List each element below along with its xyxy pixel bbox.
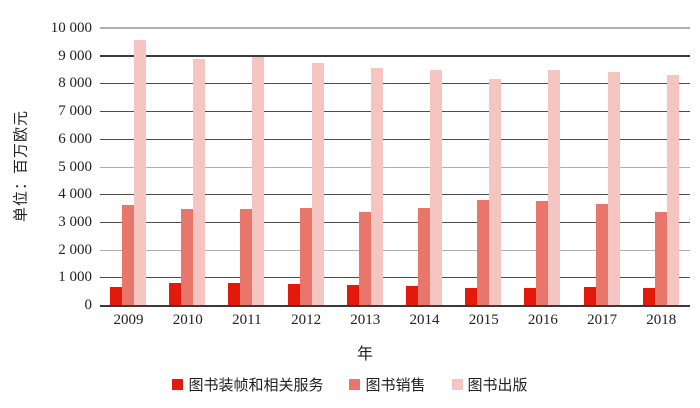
bar-图书出版-2014 bbox=[430, 70, 442, 305]
x-tick-label-2012: 2012 bbox=[291, 312, 322, 328]
x-tick-label-2014: 2014 bbox=[409, 312, 440, 328]
y-axis-ticks: 0 1 000 2 000 3 000 4 000 5 000 6 000 7 000 8 00… bbox=[28, 20, 92, 313]
x-tick-label-2018: 2018 bbox=[646, 312, 677, 328]
bar-图书销售-2011 bbox=[240, 208, 253, 305]
bar-图书销售-2018 bbox=[654, 211, 667, 305]
bar-图书出版-2015 bbox=[489, 78, 502, 305]
bar-图书装帧和相关服务-2018 bbox=[642, 287, 655, 305]
gridline-1000 bbox=[100, 277, 690, 279]
bar-cluster-2011 bbox=[228, 57, 265, 305]
x-tick-label-2011: 2011 bbox=[232, 312, 262, 328]
y-tick-label: 3 000 bbox=[58, 213, 92, 230]
bar-图书装帧和相关服务-2009 bbox=[110, 286, 122, 305]
bar-cluster-2012 bbox=[287, 63, 324, 305]
bar-图书装帧和相关服务-2017 bbox=[583, 286, 596, 305]
gridline-9000 bbox=[100, 54, 690, 57]
gridline-5000 bbox=[100, 166, 690, 168]
x-tick-label-2013: 2013 bbox=[350, 312, 381, 328]
bar-图书销售-2009 bbox=[122, 205, 134, 305]
legend-swatch-icon bbox=[451, 379, 463, 390]
plot-area bbox=[100, 27, 690, 307]
legend-swatch-icon bbox=[349, 379, 361, 390]
bar-cluster-2015 bbox=[465, 78, 502, 305]
x-tick-label-2009: 2009 bbox=[113, 312, 144, 328]
bar-cluster-2016 bbox=[524, 70, 561, 305]
bar-图书出版-2010 bbox=[193, 59, 206, 305]
y-tick-label: 1 000 bbox=[58, 269, 92, 286]
bar-图书装帧和相关服务-2016 bbox=[524, 287, 537, 305]
gridline-7000 bbox=[100, 111, 690, 113]
x-tick-label-2015: 2015 bbox=[468, 312, 499, 328]
gridline-3000 bbox=[100, 221, 690, 223]
bar-图书销售-2012 bbox=[299, 208, 312, 305]
bar-图书销售-2014 bbox=[418, 208, 430, 305]
y-tick-label: 2 000 bbox=[58, 241, 92, 258]
gridline-4000 bbox=[100, 194, 690, 196]
legend-label: 图书销售 bbox=[365, 378, 426, 394]
bar-cluster-2018 bbox=[642, 74, 679, 305]
y-tick-label: 10 000 bbox=[50, 20, 92, 36]
bar-cluster-2013 bbox=[346, 67, 383, 305]
bar-图书出版-2016 bbox=[548, 70, 561, 305]
bar-图书销售-2016 bbox=[536, 201, 549, 305]
y-tick-label: 4 000 bbox=[58, 186, 92, 203]
bar-图书装帧和相关服务-2013 bbox=[346, 284, 359, 305]
bar-图书出版-2009 bbox=[134, 39, 146, 305]
bar-图书装帧和相关服务-2010 bbox=[169, 283, 182, 305]
legend-label: 图书装帧和相关服务 bbox=[188, 378, 324, 394]
bar-图书销售-2010 bbox=[181, 208, 194, 305]
y-tick-label: 7 000 bbox=[58, 103, 92, 120]
x-tick-label-2010: 2010 bbox=[172, 312, 203, 328]
x-tick-label-2016: 2016 bbox=[527, 312, 558, 328]
bar-图书出版-2013 bbox=[370, 67, 383, 305]
legend-swatch-icon bbox=[172, 379, 184, 390]
x-axis-title: 年 bbox=[356, 346, 373, 363]
legend-item-图书出版: 图书出版 bbox=[451, 374, 528, 395]
bar-图书销售-2017 bbox=[595, 203, 608, 305]
bar-图书装帧和相关服务-2012 bbox=[287, 284, 300, 305]
bar-图书装帧和相关服务-2011 bbox=[228, 282, 241, 305]
gridline-2000 bbox=[100, 249, 690, 251]
bar-cluster-2017 bbox=[583, 71, 620, 305]
x-tick-label-2017: 2017 bbox=[587, 312, 618, 328]
x-axis-ticks: 2009 2010 2011 2012 2013 2014 2015 2016 2017 2018 bbox=[100, 312, 690, 332]
bar-cluster-2014 bbox=[406, 70, 442, 305]
legend-label: 图书出版 bbox=[467, 378, 528, 394]
bar-图书出版-2018 bbox=[666, 74, 679, 305]
gridline-6000 bbox=[100, 138, 690, 140]
bar-cluster-2009 bbox=[110, 39, 146, 305]
bar-图书装帧和相关服务-2015 bbox=[465, 287, 478, 305]
bar-图书出版-2011 bbox=[252, 57, 265, 305]
bar-图书销售-2013 bbox=[358, 212, 371, 305]
legend-item-图书销售: 图书销售 bbox=[349, 374, 426, 395]
gridline-8000 bbox=[100, 83, 690, 85]
gridline-10000 bbox=[100, 27, 690, 29]
y-tick-label: 0 bbox=[84, 297, 93, 313]
bar-图书装帧和相关服务-2014 bbox=[406, 286, 418, 305]
bar-图书出版-2017 bbox=[607, 71, 620, 305]
bar-图书销售-2015 bbox=[477, 200, 490, 305]
legend-item-图书装帧和相关服务: 图书装帧和相关服务 bbox=[172, 374, 323, 395]
y-tick-label: 5 000 bbox=[58, 158, 92, 175]
legend: 图书装帧和相关服务 图书销售 图书出版 bbox=[0, 374, 700, 395]
bar-cluster-2010 bbox=[169, 59, 206, 305]
bar-图书出版-2012 bbox=[311, 63, 324, 305]
y-tick-label: 9 000 bbox=[58, 47, 92, 64]
y-tick-label: 8 000 bbox=[58, 75, 92, 92]
y-tick-label: 6 000 bbox=[58, 130, 92, 147]
